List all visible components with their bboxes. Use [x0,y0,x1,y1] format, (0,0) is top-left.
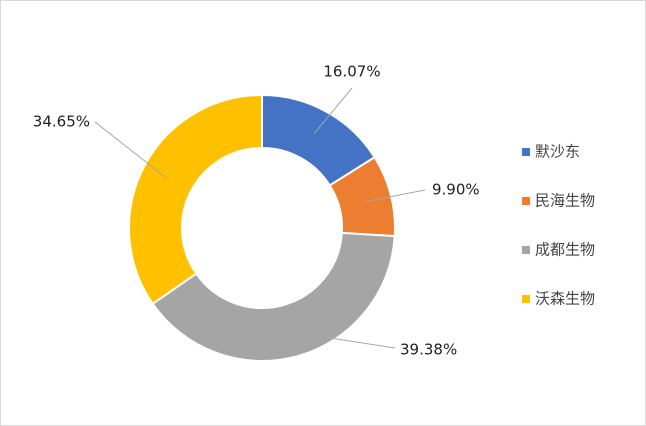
donut-slice [128,93,263,306]
legend-label: 成都生物 [535,241,595,259]
donut-slice [151,231,396,362]
legend-label: 沃森生物 [535,290,595,308]
leader-line [291,331,396,349]
data-label: 34.65% [33,113,90,131]
legend-label: 民海生物 [535,192,595,210]
leader-line [366,189,426,202]
legend-swatch [522,148,530,156]
data-label: 9.90% [432,181,480,199]
legend-swatch [522,246,530,254]
data-label: 39.38% [400,341,457,359]
legend-label: 默沙东 [535,143,580,161]
legend-swatch [522,295,530,303]
data-label: 16.07% [323,63,380,81]
leader-line [313,87,353,134]
legend-swatch [522,197,530,205]
leader-line [94,121,167,179]
